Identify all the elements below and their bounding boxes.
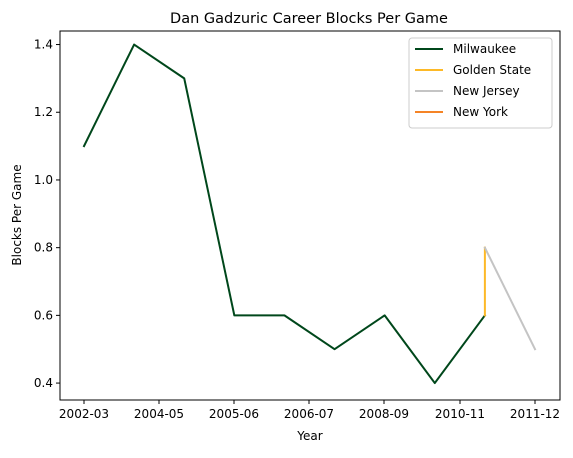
y-tick-label: 1.0 (34, 173, 53, 187)
x-tick-label: 2006-07 (284, 407, 334, 421)
y-axis: 0.4 0.6 0.8 1.0 1.2 1.4 (34, 38, 60, 390)
y-tick-label: 1.4 (34, 38, 53, 52)
legend-box (408, 37, 553, 129)
x-tick-label: 2011-12 (510, 407, 560, 421)
x-tick-label: 2005-06 (209, 407, 259, 421)
y-tick-label: 0.6 (34, 308, 53, 322)
plot-frame (59, 30, 561, 401)
x-axis: 2002-03 2004-05 2005-06 2006-07 2008-09 2010-… (59, 400, 560, 421)
chart-title: Dan Gadzuric Career Blocks Per Game (170, 11, 448, 27)
series-line-milwaukee (82, 43, 487, 385)
series-line-new-jersey (483, 246, 537, 351)
y-tick-label: 0.4 (34, 376, 53, 390)
x-tick-label: 2008-09 (359, 407, 409, 421)
legend-label: Golden State (453, 63, 531, 77)
y-tick-label: 1.2 (34, 105, 53, 119)
x-tick-label: 2004-05 (134, 407, 184, 421)
y-tick-label: 0.8 (34, 241, 53, 255)
y-axis-label: Blocks Per Game (10, 164, 24, 265)
legend: Milwaukee Golden State New Jersey New York (408, 37, 553, 129)
x-tick-label: 2002-03 (59, 407, 109, 421)
legend-label: New Jersey (453, 84, 520, 98)
x-tick-label: 2010-11 (435, 407, 485, 421)
legend-label: New York (453, 105, 508, 119)
legend-label: Milwaukee (453, 42, 516, 56)
x-axis-label: Year (296, 429, 322, 443)
plot-area (82, 43, 537, 385)
